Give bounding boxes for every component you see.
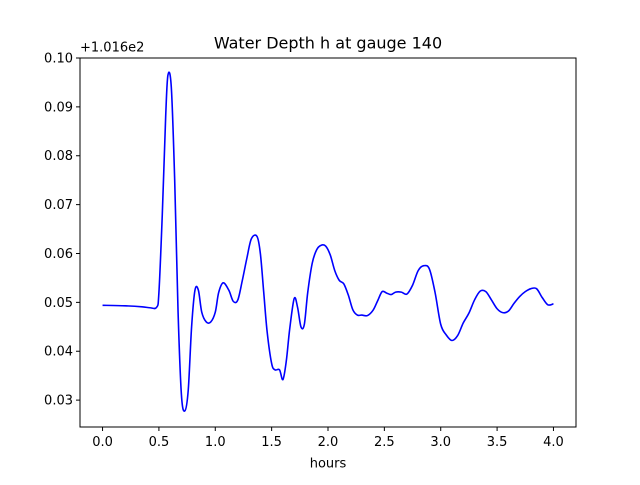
x-tick-label: 1.0 xyxy=(205,435,226,450)
x-tick-label: 4.0 xyxy=(543,435,564,450)
series-line xyxy=(102,71,554,412)
y-tick-label: 0.06 xyxy=(44,247,73,262)
y-tick-label: 0.05 xyxy=(44,296,73,311)
x-tick-label: 3.0 xyxy=(430,435,451,450)
y-offset-label: +1.016e2 xyxy=(80,41,144,56)
x-tick-label: 2.5 xyxy=(374,435,395,450)
y-tick-label: 0.08 xyxy=(44,149,73,164)
plot-frame xyxy=(79,57,577,428)
series-lines xyxy=(102,71,554,412)
x-axis-label: hours xyxy=(310,457,347,472)
x-axis-ticks: 0.0 0.5 1.0 1.5 2.0 2.5 3.0 3.5 4.0 xyxy=(92,427,564,450)
x-tick-label: 0.5 xyxy=(149,435,170,450)
y-tick-label: 0.03 xyxy=(44,394,73,409)
x-tick-label: 0.0 xyxy=(92,435,113,450)
chart-title: Water Depth h at gauge 140 xyxy=(214,34,442,53)
y-tick-label: 0.10 xyxy=(44,52,73,67)
x-tick-label: 3.5 xyxy=(487,435,508,450)
x-tick-label: 2.0 xyxy=(318,435,339,450)
y-tick-label: 0.04 xyxy=(44,345,73,360)
y-axis-ticks: 0.03 0.04 0.05 0.06 0.07 0.08 0.09 0.10 xyxy=(44,52,80,409)
y-tick-label: 0.09 xyxy=(44,100,73,115)
y-tick-label: 0.07 xyxy=(44,198,73,213)
x-tick-label: 1.5 xyxy=(261,435,282,450)
